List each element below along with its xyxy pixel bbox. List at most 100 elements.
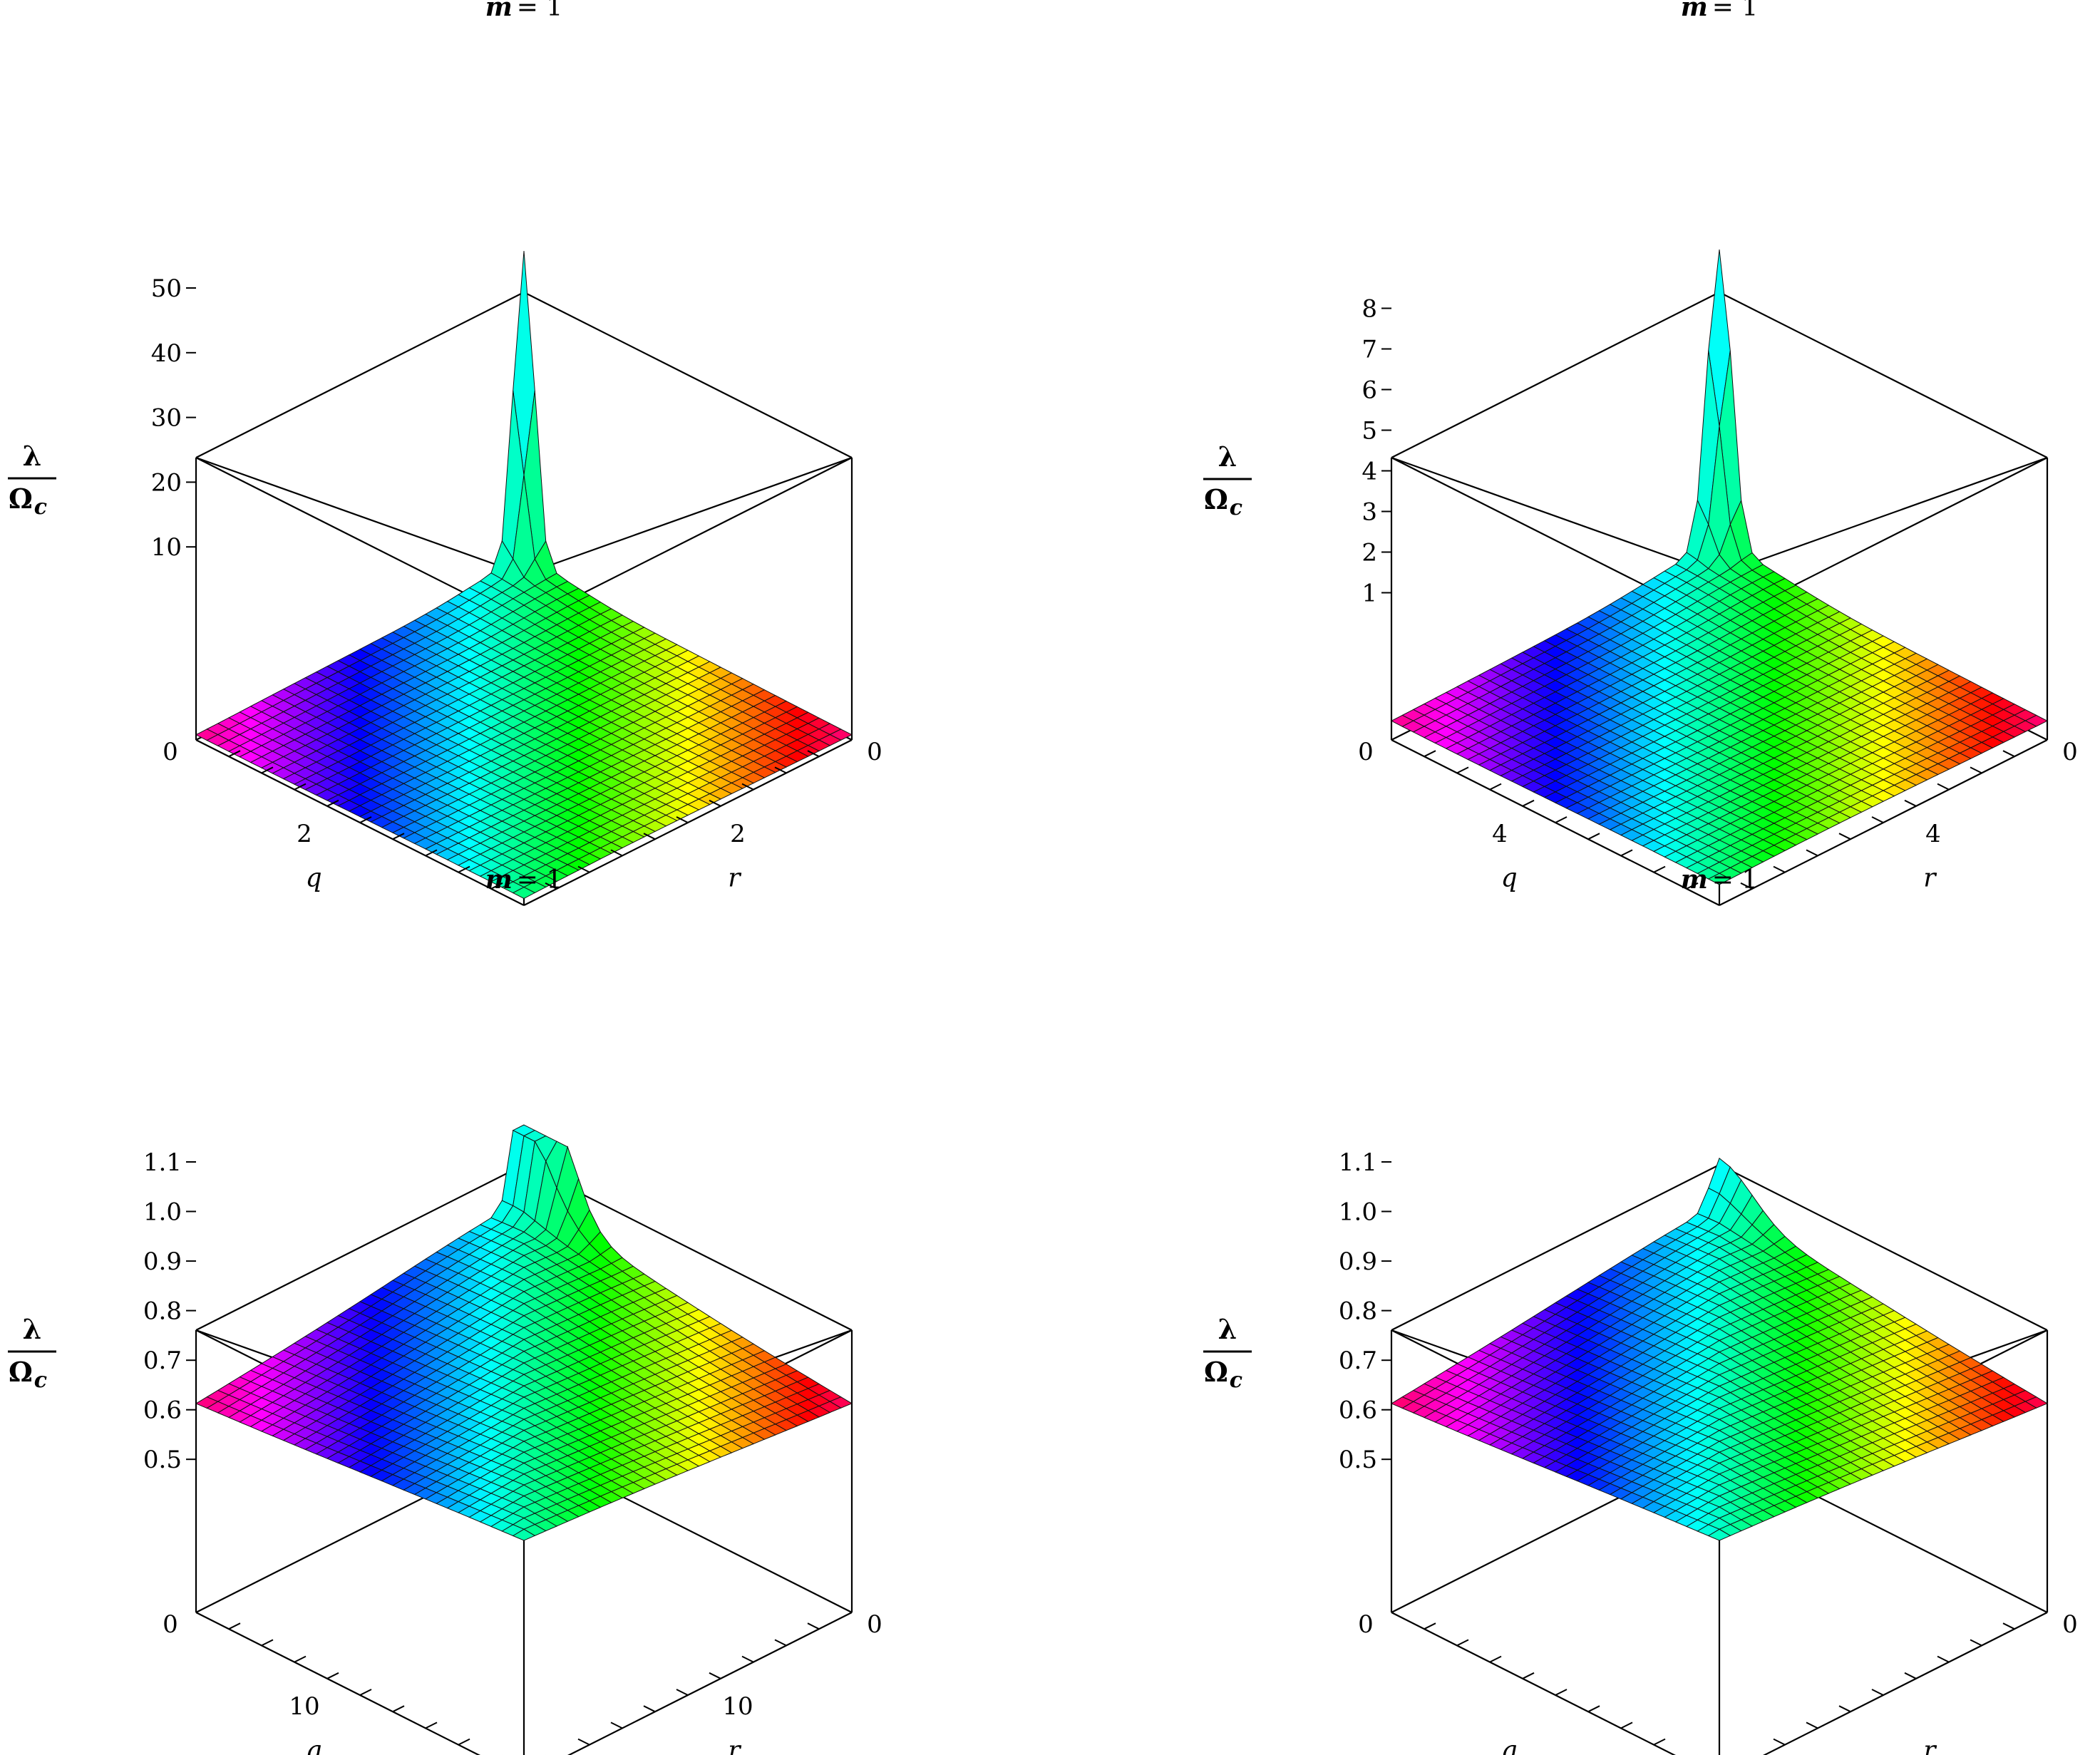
box-edge bbox=[1763, 1612, 2048, 1755]
title-variable: m bbox=[485, 865, 513, 895]
r-tick bbox=[1838, 1705, 1851, 1713]
r-tick bbox=[1806, 1721, 1818, 1729]
r-tick-label: 0 bbox=[2062, 738, 2078, 766]
q-tick-label: 2 bbox=[297, 820, 312, 848]
z-tick-label: 0.9 bbox=[143, 1247, 182, 1276]
z-tick-label: 1.1 bbox=[1339, 1148, 1377, 1177]
q-tick bbox=[425, 1721, 438, 1729]
xy-axes: 0 0 4 4 q r bbox=[1358, 738, 2078, 892]
q-tick bbox=[261, 1639, 274, 1647]
r-tick-label: 0 bbox=[2062, 1610, 2078, 1639]
z-label-denominator: Ωc bbox=[1204, 483, 1242, 520]
xy-axes: 0 0 2 2 q r bbox=[163, 738, 882, 892]
q-tick bbox=[228, 1622, 241, 1630]
r-tick bbox=[1970, 1639, 1982, 1647]
q-tick bbox=[392, 1705, 405, 1713]
q-tick bbox=[1555, 1689, 1568, 1696]
surface-mesh bbox=[195, 250, 853, 899]
z-label-numerator: λ bbox=[1218, 441, 1237, 473]
r-tick bbox=[1773, 1738, 1786, 1746]
q-tick-label: 10 bbox=[289, 1692, 319, 1721]
z-label-numerator: λ bbox=[23, 440, 42, 472]
r-tick bbox=[807, 750, 820, 758]
q-tick bbox=[1587, 833, 1600, 840]
q-tick bbox=[326, 1672, 339, 1679]
box-edge bbox=[1391, 456, 1720, 576]
z-label-numerator: λ bbox=[23, 1313, 42, 1345]
r-tick bbox=[676, 1689, 689, 1696]
r-tick bbox=[676, 816, 689, 823]
title-value: = 1 bbox=[1712, 865, 1759, 895]
r-tick bbox=[1904, 799, 1917, 807]
xy-axes: 0 0 10 10 q r bbox=[163, 1610, 882, 1755]
q-tick-label: 0 bbox=[1358, 738, 1374, 766]
q-axis-label: q bbox=[1501, 863, 1518, 892]
q-tick bbox=[294, 783, 307, 791]
r-axis-label: r bbox=[728, 863, 741, 892]
z-tick-label: 4 bbox=[1362, 458, 1377, 486]
z-axis-label: λ Ωc bbox=[8, 1313, 56, 1393]
q-tick bbox=[1489, 783, 1502, 791]
title-value: = 1 bbox=[517, 0, 563, 22]
z-tick-label: 0.8 bbox=[143, 1297, 182, 1326]
r-tick-label: 0 bbox=[867, 738, 882, 766]
q-tick-label: 0 bbox=[1358, 1610, 1374, 1639]
title-value: = 1 bbox=[517, 865, 563, 895]
r-tick-label: 10 bbox=[722, 1692, 753, 1721]
q-tick bbox=[1653, 865, 1666, 873]
q-tick bbox=[1456, 1639, 1469, 1647]
plot-title: m = 1 bbox=[485, 0, 563, 22]
z-tick-label: 1 bbox=[1362, 580, 1377, 608]
r-tick bbox=[1871, 1689, 1884, 1696]
r-tick bbox=[545, 882, 557, 890]
q-tick bbox=[1620, 849, 1633, 857]
z-tick-label: 1.1 bbox=[143, 1148, 182, 1177]
box-edge bbox=[523, 456, 853, 576]
q-tick bbox=[1489, 1655, 1502, 1663]
title-variable: m bbox=[1681, 0, 1708, 22]
q-tick bbox=[1587, 1705, 1600, 1713]
r-tick-label: 2 bbox=[730, 820, 746, 848]
box-edge bbox=[1719, 456, 2048, 576]
q-tick bbox=[1424, 1622, 1436, 1630]
r-tick bbox=[709, 1672, 721, 1679]
q-tick bbox=[1522, 1672, 1535, 1679]
q-tick bbox=[425, 849, 438, 857]
z-label-subscript: c bbox=[34, 1368, 47, 1393]
z-tick-label: 2 bbox=[1362, 539, 1377, 567]
z-tick-label: 6 bbox=[1362, 376, 1377, 405]
z-tick-label: 0.6 bbox=[1339, 1396, 1377, 1425]
r-tick bbox=[1937, 1655, 1950, 1663]
q-tick bbox=[1686, 882, 1699, 890]
box-edge bbox=[567, 1612, 853, 1755]
box-edge bbox=[523, 292, 853, 458]
q-tick bbox=[392, 833, 405, 840]
z-tick-label: 0.6 bbox=[143, 1396, 182, 1425]
r-tick bbox=[741, 783, 754, 791]
z-label-subscript: c bbox=[1230, 495, 1242, 520]
r-tick bbox=[1970, 766, 1982, 774]
z-tick-label: 20 bbox=[151, 468, 182, 497]
q-tick bbox=[294, 1655, 307, 1663]
surface-mesh bbox=[1390, 1157, 2049, 1541]
q-tick bbox=[1620, 1721, 1633, 1729]
r-tick bbox=[774, 766, 787, 774]
z-label-denominator: Ωc bbox=[9, 1356, 47, 1393]
r-tick bbox=[1773, 865, 1786, 873]
surface-cell bbox=[1707, 873, 1731, 885]
r-tick bbox=[741, 1655, 754, 1663]
r-tick bbox=[577, 1738, 590, 1746]
box-edge bbox=[1391, 1612, 1676, 1755]
r-tick bbox=[2002, 750, 2015, 758]
q-tick bbox=[1456, 766, 1469, 774]
z-axis: 10 20 30 40 50 bbox=[151, 274, 196, 562]
r-tick-label: 4 bbox=[1925, 820, 1941, 848]
box-edge bbox=[195, 456, 525, 576]
r-tick bbox=[643, 833, 656, 840]
surface-mesh bbox=[1390, 249, 2049, 885]
r-tick bbox=[610, 1721, 623, 1729]
q-axis-label: q bbox=[1501, 1736, 1518, 1755]
